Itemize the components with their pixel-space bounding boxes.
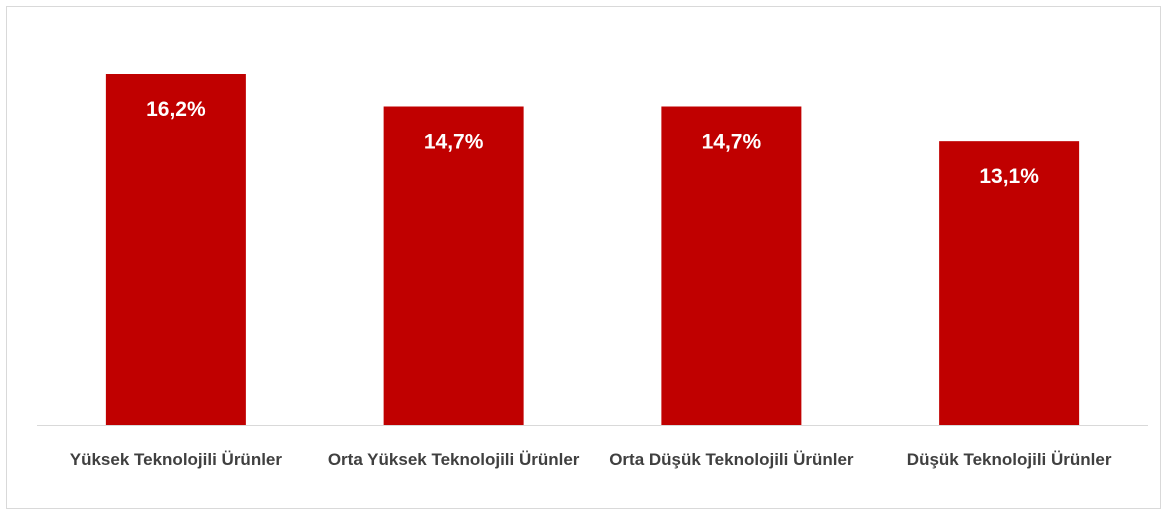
bar xyxy=(105,74,246,425)
bar xyxy=(661,106,802,425)
x-tick-label: Düşük Teknolojili Ürünler xyxy=(906,450,1112,469)
bar xyxy=(939,141,1080,425)
x-tick-label: Orta Yüksek Teknolojili Ürünler xyxy=(327,450,580,469)
data-label: 16,2% xyxy=(146,98,206,121)
x-tick-label: Orta Düşük Teknolojili Ürünler xyxy=(609,450,854,469)
x-tick-label: Yüksek Teknolojili Ürünler xyxy=(69,450,282,469)
data-label: 13,1% xyxy=(979,165,1039,188)
bar xyxy=(383,106,524,425)
chart-frame xyxy=(6,6,1161,509)
data-label: 14,7% xyxy=(424,131,484,154)
data-label: 14,7% xyxy=(702,131,762,154)
